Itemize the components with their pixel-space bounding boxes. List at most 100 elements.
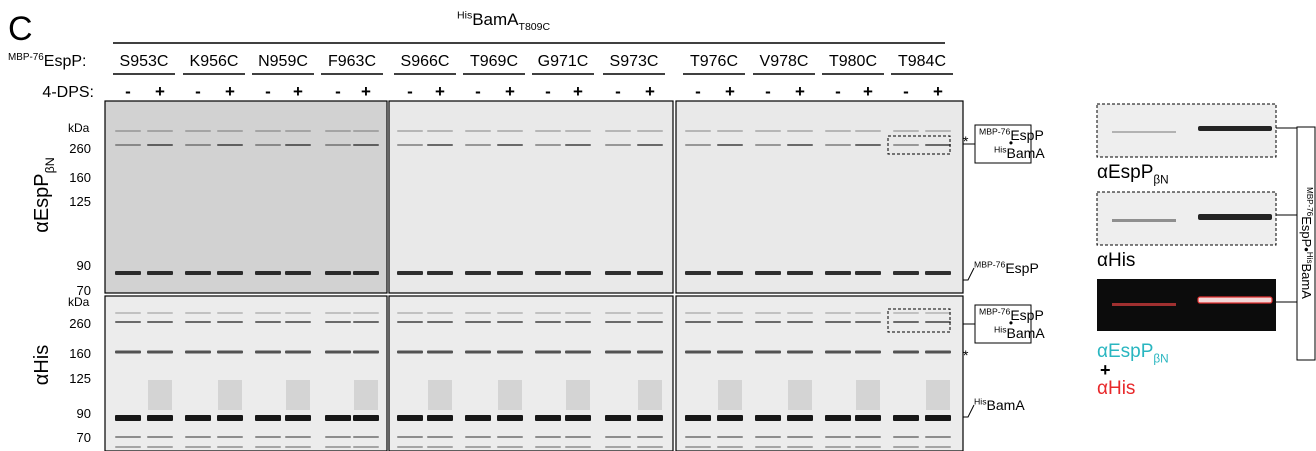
band [353, 144, 379, 146]
band [217, 312, 243, 314]
band [497, 415, 523, 421]
merge-band [1112, 303, 1176, 306]
dps-sign: + [933, 82, 943, 101]
band [825, 144, 851, 146]
mutant-label: S953C [120, 53, 169, 70]
band [427, 415, 453, 421]
band [427, 351, 453, 354]
band [325, 271, 351, 275]
band [925, 321, 951, 323]
band [535, 351, 561, 354]
band [535, 312, 561, 314]
band [685, 271, 711, 275]
band [217, 351, 243, 354]
band [497, 271, 523, 275]
dps-sign: + [505, 82, 515, 101]
band [717, 130, 743, 132]
band [685, 321, 711, 323]
band [353, 415, 379, 421]
band [825, 312, 851, 314]
dps-sign: + [645, 82, 655, 101]
antibody-label: αEspPβN [31, 157, 57, 232]
band [855, 415, 881, 421]
row-label-part: MBP-76 [8, 52, 44, 63]
band [353, 321, 379, 323]
band [855, 312, 881, 314]
band [285, 144, 311, 146]
panel-label: C [8, 10, 33, 48]
band [925, 446, 951, 448]
kda-label: kDa [68, 121, 90, 135]
smear [856, 380, 880, 410]
band [605, 312, 631, 314]
band [893, 144, 919, 146]
band [605, 271, 631, 275]
band [285, 446, 311, 448]
marker-label: 90 [77, 406, 91, 421]
dps-sign: - [195, 82, 201, 101]
band [925, 130, 951, 132]
band [185, 321, 211, 323]
band [755, 415, 781, 421]
band [565, 415, 591, 421]
blot-panel [389, 296, 673, 451]
mutant-label: K956C [190, 53, 239, 70]
band [565, 321, 591, 323]
complex-label-part: EspP [1010, 307, 1043, 323]
marker-label: 70 [77, 430, 91, 445]
band [787, 436, 813, 438]
band [717, 144, 743, 146]
band [147, 415, 173, 421]
band [637, 446, 663, 448]
band [535, 271, 561, 275]
band [565, 312, 591, 314]
band [397, 312, 423, 314]
band-bracket [963, 268, 974, 280]
star: * [963, 347, 969, 363]
band-label: HisBamA [974, 397, 1025, 413]
band [755, 351, 781, 354]
band [325, 351, 351, 354]
band [397, 351, 423, 354]
side-band [1112, 219, 1176, 222]
band [605, 130, 631, 132]
band [115, 321, 141, 323]
band [605, 351, 631, 354]
merge-plus: + [1100, 360, 1111, 380]
band [787, 351, 813, 354]
band [755, 312, 781, 314]
band [465, 446, 491, 448]
band [397, 321, 423, 323]
construct-label-part: T809C [519, 21, 551, 33]
band [685, 446, 711, 448]
side-band [1198, 126, 1272, 131]
band [893, 436, 919, 438]
band [787, 446, 813, 448]
band [497, 144, 523, 146]
band [147, 321, 173, 323]
band [217, 446, 243, 448]
band [353, 312, 379, 314]
band [717, 351, 743, 354]
band [255, 144, 281, 146]
band [353, 351, 379, 354]
band [565, 144, 591, 146]
band [855, 271, 881, 275]
band-label-part: EspP [1005, 260, 1038, 276]
band [605, 446, 631, 448]
band [755, 144, 781, 146]
band [605, 321, 631, 323]
band [255, 321, 281, 323]
band [925, 312, 951, 314]
band [755, 130, 781, 132]
band [497, 321, 523, 323]
band [825, 415, 851, 421]
band [255, 446, 281, 448]
band [285, 312, 311, 314]
band [787, 312, 813, 314]
dps-sign: - [265, 82, 271, 101]
band [397, 415, 423, 421]
marker-label: 260 [69, 316, 91, 331]
smear [638, 380, 662, 410]
complex-label-part: His [994, 325, 1007, 335]
